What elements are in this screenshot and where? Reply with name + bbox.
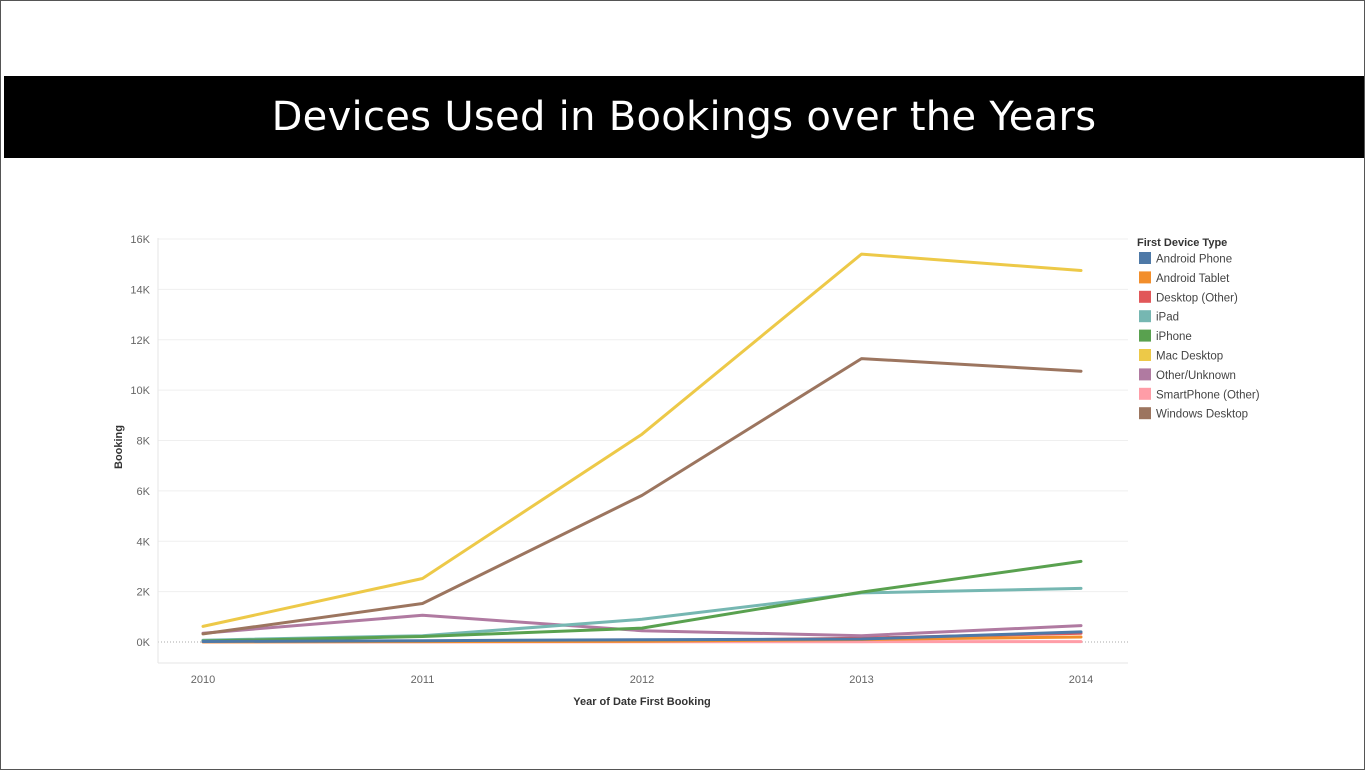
legend-swatch: [1139, 329, 1151, 342]
y-tick-label: 12K: [130, 335, 150, 347]
x-tick-label: 2011: [411, 674, 435, 686]
y-tick-label: 2K: [137, 587, 151, 599]
legend-label: iPad: [1156, 312, 1179, 324]
legend-swatch: [1139, 407, 1151, 420]
gridlines: [158, 238, 1128, 643]
legend-swatch: [1139, 349, 1151, 361]
legend-label: Android Tablet: [1156, 273, 1230, 285]
y-tick-label: 8K: [137, 436, 151, 448]
legend: First Device Type Android Phone Android Ta…: [1137, 237, 1260, 421]
series-line-windows-desktop: [201, 357, 1083, 636]
series-line-iphone: [201, 559, 1083, 643]
x-tick-label: 2012: [630, 674, 654, 686]
series-line-android-phone: [201, 630, 1083, 643]
y-tick-label: 14K: [130, 284, 150, 296]
legend-label: Other/Unknown: [1156, 370, 1236, 382]
legend-swatch: [1139, 290, 1151, 303]
x-axis-title: Year of Date First Booking: [573, 696, 711, 708]
y-tick-label: 0K: [137, 637, 151, 649]
legend-swatch: [1139, 271, 1151, 284]
legend-label: Android Phone: [1156, 254, 1232, 266]
y-tick-label: 4K: [137, 536, 151, 548]
slide-title: Devices Used in Bookings over the Years: [271, 94, 1097, 140]
legend-label: Mac Desktop: [1156, 351, 1223, 363]
legend-label: Desktop (Other): [1156, 292, 1238, 304]
legend-title: First Device Type: [1137, 237, 1227, 249]
legend-label: iPhone: [1156, 331, 1192, 343]
legend-swatch: [1139, 368, 1151, 381]
legend-swatch: [1139, 252, 1151, 264]
legend-label: Windows Desktop: [1156, 409, 1248, 421]
axes: 0K 2K 4K 6K 8K 10K 12K 14K 16K 2010 2011 2012 2013 20…: [113, 234, 1128, 708]
legend-label: SmartPhone (Other): [1156, 389, 1260, 401]
series-line-other-unknown: [201, 613, 1083, 638]
y-axis-title: Booking: [113, 425, 125, 469]
series-line-mac-desktop: [201, 252, 1083, 628]
x-tick-label: 2010: [191, 674, 215, 686]
legend-swatch: [1139, 387, 1151, 400]
y-tick-label: 6K: [137, 486, 151, 498]
series-lines: [201, 252, 1083, 644]
title-bar: Devices Used in Bookings over the Years: [4, 76, 1364, 158]
x-tick-label: 2013: [849, 674, 873, 686]
y-tick-label: 16K: [130, 234, 150, 246]
x-tick-label: 2014: [1069, 674, 1093, 686]
y-tick-label: 10K: [130, 385, 150, 397]
legend-swatch: [1139, 310, 1151, 323]
